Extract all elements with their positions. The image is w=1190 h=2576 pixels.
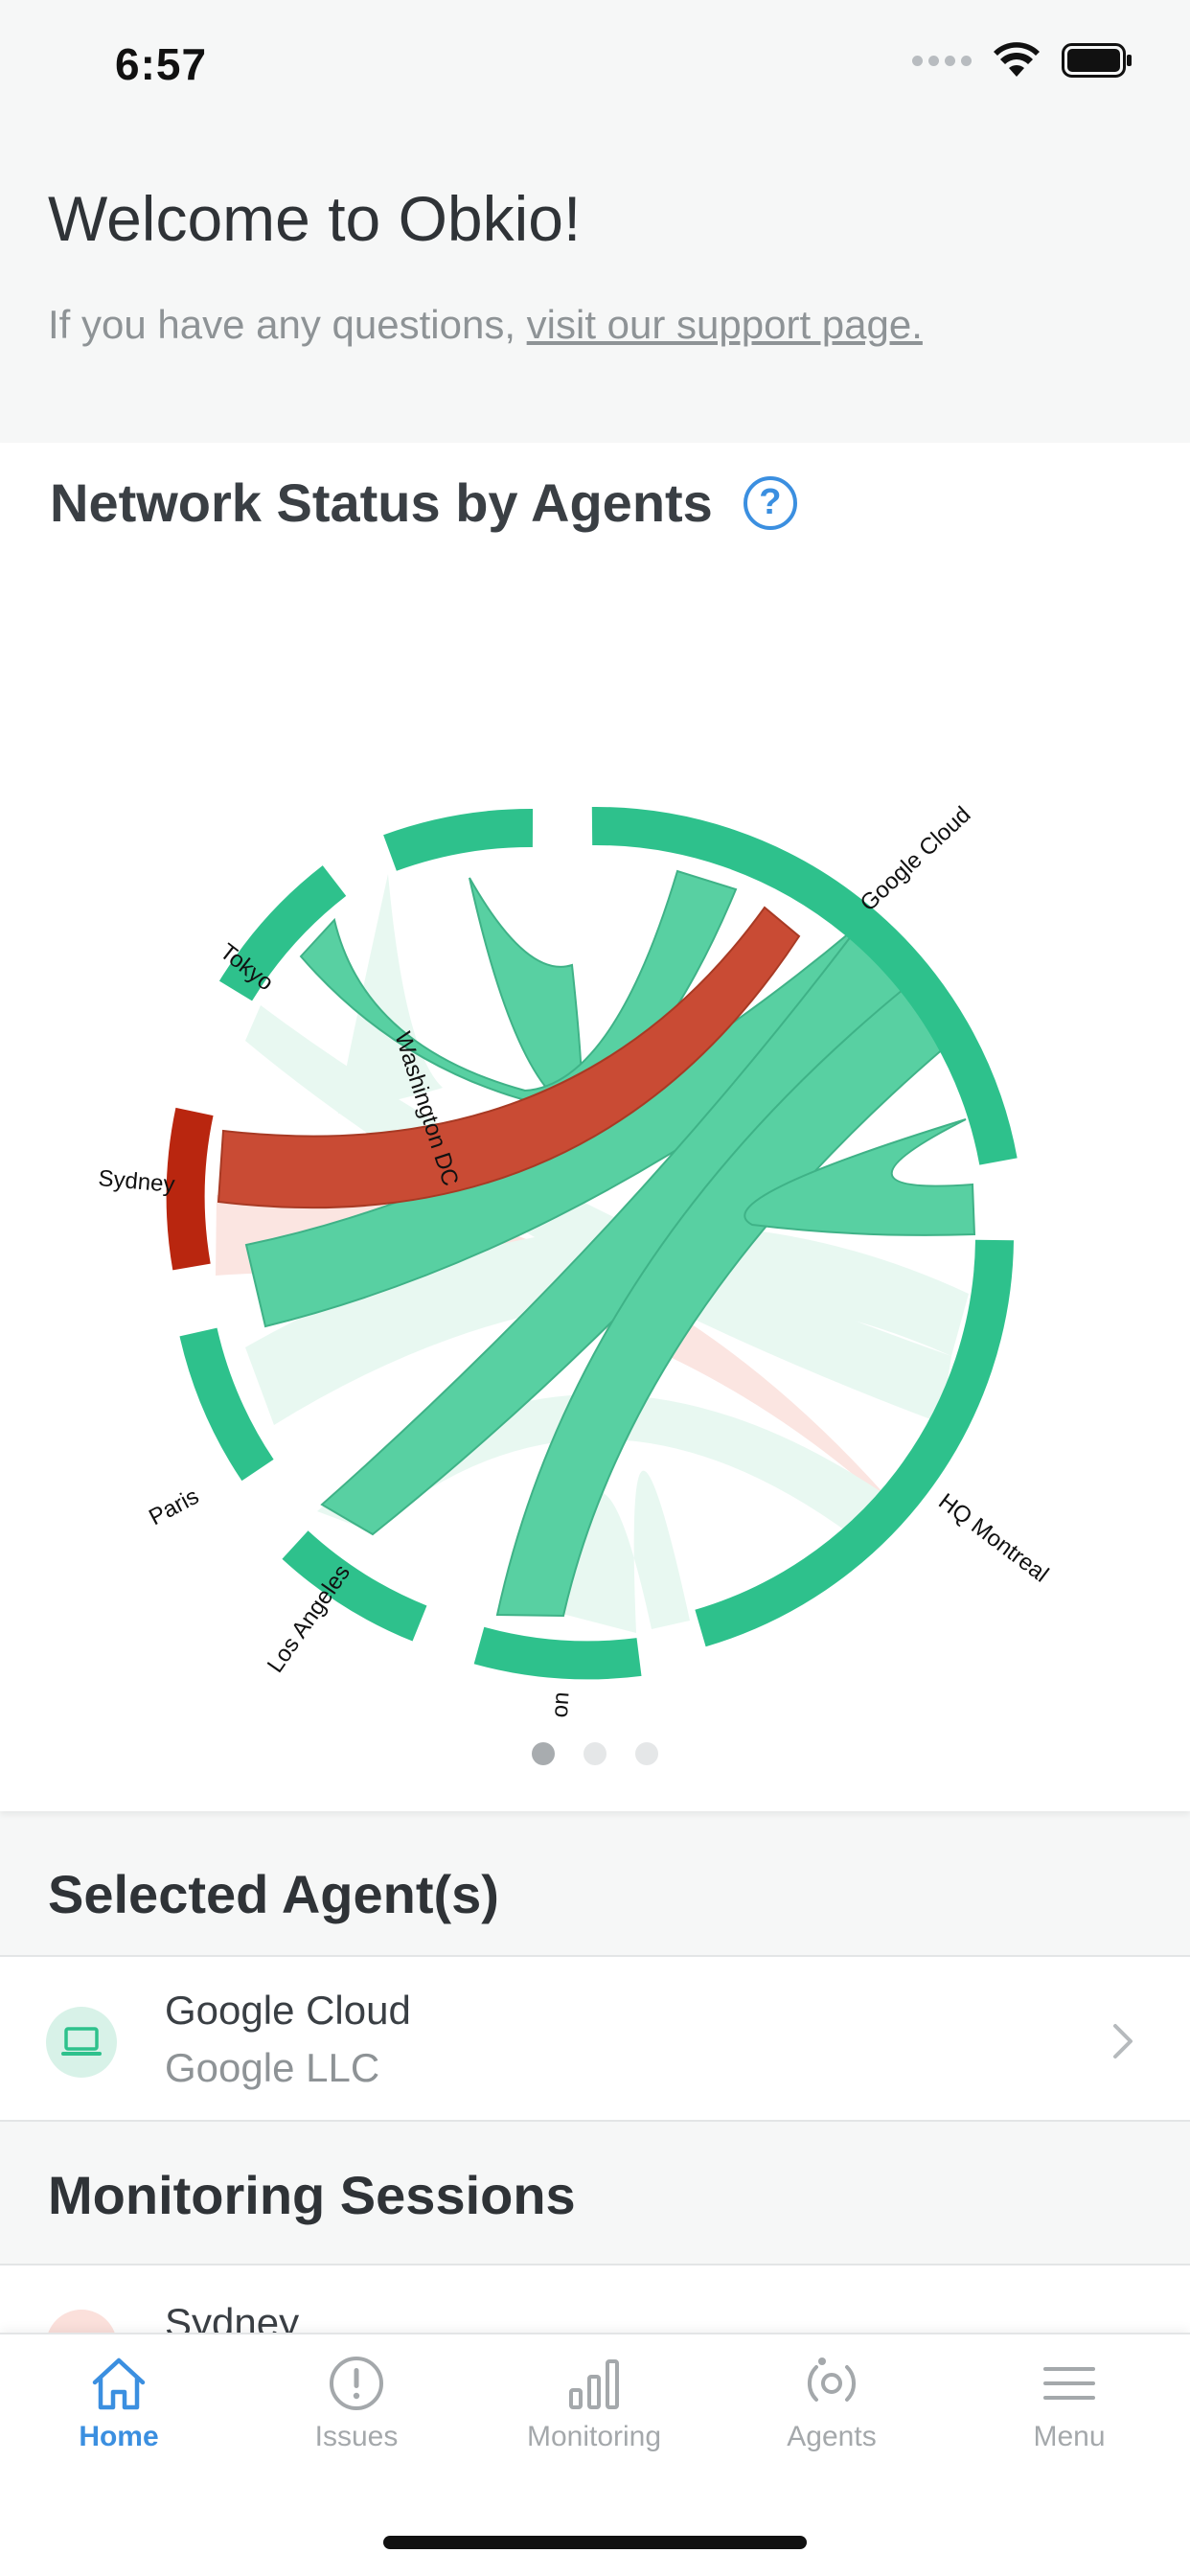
support-page-link[interactable]: visit our support page. (526, 302, 923, 347)
network-status-header: Network Status by Agents ? (50, 472, 797, 534)
agent-name: Google Cloud (165, 1988, 411, 2033)
agent-row[interactable]: Google Cloud Google LLC (0, 1955, 1190, 2122)
tab-monitoring-label: Monitoring (526, 2421, 662, 2452)
status-icons (912, 42, 1133, 79)
welcome-section: Welcome to Obkio! If you have any questi… (0, 144, 1190, 441)
tab-agents[interactable]: Agents (713, 2354, 950, 2453)
status-bar: 6:57 (0, 0, 1190, 134)
tab-home[interactable]: Home (0, 2354, 238, 2453)
chord-ribbon-error[interactable] (217, 906, 801, 1209)
battery-icon (1062, 43, 1132, 78)
chord-arc[interactable] (218, 865, 347, 1001)
pager-dot[interactable] (584, 1742, 606, 1765)
node-label-london: London (543, 1691, 575, 1717)
agent-provider: Google LLC (165, 2045, 380, 2090)
tab-home-label: Home (79, 2421, 159, 2452)
question-circle-icon[interactable]: ? (743, 475, 797, 530)
menu-icon (1043, 2367, 1095, 2400)
monitoring-sessions-title: Monitoring Sessions (48, 2165, 576, 2225)
network-status-card: Network Status by Agents ? Google Cloud (0, 443, 1190, 1811)
node-label-sydney: Sydney (97, 1165, 175, 1198)
agents-icon (807, 2358, 857, 2402)
tab-issues[interactable]: Issues (238, 2354, 475, 2453)
chord-arc[interactable] (591, 806, 1018, 1165)
chord-arc[interactable] (473, 1626, 642, 1680)
tab-menu-label: Menu (1033, 2421, 1106, 2452)
status-time: 6:57 (115, 39, 208, 89)
laptop-icon (46, 2007, 117, 2078)
pager-dot[interactable] (532, 1742, 555, 1765)
monitoring-sessions-header: Monitoring Sessions (0, 2122, 1190, 2266)
node-label-paris: Paris (145, 1484, 203, 1531)
tab-bar: Home Issues Monitoring Agents (0, 2333, 1190, 2576)
tab-issues-label: Issues (314, 2421, 399, 2452)
tab-agents-label: Agents (787, 2421, 877, 2452)
welcome-subtitle: If you have any questions, visit our sup… (48, 302, 923, 348)
chord-ribbon[interactable] (744, 1118, 976, 1236)
home-icon (92, 2358, 146, 2410)
selected-agents-header: Selected Agent(s) (0, 1821, 1190, 1965)
network-status-title: Network Status by Agents (50, 472, 713, 533)
welcome-subtitle-text: If you have any questions, (48, 302, 527, 347)
chord-diagram: Google Cloud HQ Montreal London Los Ange… (97, 802, 1053, 1717)
chord-ribbon[interactable] (245, 1005, 951, 1423)
tab-menu[interactable]: Menu (950, 2354, 1188, 2453)
cellular-signal-icon (912, 55, 972, 66)
chord-arc[interactable] (695, 1239, 1014, 1647)
wifi-icon (994, 42, 1040, 77)
selected-agents-title: Selected Agent(s) (48, 1864, 499, 1924)
chevron-right-icon (1113, 2024, 1133, 2058)
chord-arc[interactable] (282, 1530, 427, 1642)
bar-chart-icon (569, 2359, 619, 2409)
chord-arc[interactable] (179, 1327, 274, 1482)
alert-circle-icon (330, 2357, 383, 2410)
node-label-google-cloud: Google Cloud (856, 802, 976, 917)
tab-monitoring[interactable]: Monitoring (475, 2354, 713, 2453)
home-indicator (383, 2536, 807, 2549)
pager-dot[interactable] (635, 1742, 658, 1765)
chord-arc[interactable] (383, 808, 534, 871)
chord-arc-error[interactable] (166, 1107, 214, 1271)
welcome-title: Welcome to Obkio! (48, 183, 582, 254)
node-label-hq-montreal: HQ Montreal (933, 1488, 1053, 1587)
pager-dots[interactable] (0, 1742, 1190, 1765)
